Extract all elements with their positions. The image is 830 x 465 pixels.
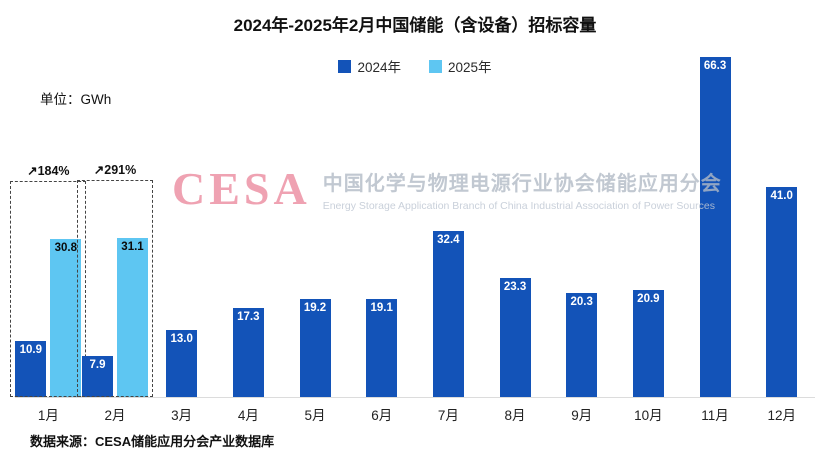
bar-series-0-month-12: 41.0 <box>766 187 798 397</box>
x-axis-label-month-4: 4月 <box>237 408 259 423</box>
bar-series-0-month-5: 19.2 <box>299 299 331 397</box>
bar-series-0-month-10: 20.9 <box>632 290 664 397</box>
bar-series-0-month-1: 10.9 <box>15 341 47 397</box>
bar-group-month-7: 32.4 <box>415 57 482 397</box>
bar-group-month-6: 19.1 <box>348 57 415 397</box>
legend: 2024年 2025年 <box>0 56 830 76</box>
bar-value-label: 7.9 <box>89 359 106 371</box>
bar-series-0-month-2: 7.9 <box>82 356 113 397</box>
unit-label: 单位：GWh <box>40 92 112 107</box>
bar-series-0-month-3: 13.0 <box>166 330 198 397</box>
data-source: 数据来源：CESA储能应用分会产业数据库 <box>30 434 275 449</box>
x-axis-label-month-2: 2月 <box>104 408 126 423</box>
bar-series-0-month-8: 23.3 <box>499 278 531 397</box>
x-axis-label-month-8: 8月 <box>504 408 526 423</box>
x-axis-label-month-6: 6月 <box>371 408 393 423</box>
bar-value-label: 17.3 <box>237 311 260 323</box>
legend-label: 2024年 <box>357 60 401 75</box>
legend-swatch <box>338 59 352 73</box>
bar-value-label: 20.9 <box>637 293 660 305</box>
legend-item-1: 2025年 <box>429 56 492 76</box>
x-axis-labels: 1月 2月 3月 4月 5月 6月 7月 8月 9月 10月 11月 12月 <box>15 397 815 424</box>
bar-series-0-month-11: 66.3 <box>699 57 731 397</box>
x-axis-label-month-9: 9月 <box>571 408 593 423</box>
x-axis-label-month-12: 12月 <box>767 408 796 423</box>
bar-value-label: 30.8 <box>54 242 78 254</box>
bar-group-month-1: 10.9 30.8 ↗184% <box>10 57 87 397</box>
bar-value-label: 41.0 <box>770 190 793 202</box>
bar-series-0-month-6: 19.1 <box>366 299 398 397</box>
growth-annotation-label: ↗184% <box>27 164 70 178</box>
bar-value-label: 31.1 <box>121 241 144 253</box>
bar-series-0-month-4: 17.3 <box>232 308 264 397</box>
bar-value-label: 10.9 <box>19 344 43 356</box>
x-axis-label-month-1: 1月 <box>37 408 59 423</box>
x-axis-label-month-3: 3月 <box>171 408 193 423</box>
bar-value-label: 19.1 <box>370 302 393 314</box>
bar-series-1-month-2: 31.1 <box>117 238 148 397</box>
bar-group-month-10: 20.9 <box>615 57 682 397</box>
bar-group-month-3: 13.0 <box>148 57 215 397</box>
legend-label: 2025年 <box>448 60 492 75</box>
legend-swatch <box>429 59 442 73</box>
x-axis-label-month-7: 7月 <box>437 408 459 423</box>
bar-value-label: 20.3 <box>570 296 593 308</box>
bar-group-month-4: 17.3 <box>215 57 282 397</box>
bar-series-0-month-9: 20.3 <box>566 293 598 397</box>
bar-group-month-5: 19.2 <box>282 57 349 397</box>
bar-value-label: 23.3 <box>503 281 527 293</box>
legend-item-0: 2024年 <box>338 56 401 76</box>
bar-value-label: 13.0 <box>170 333 193 345</box>
bar-group-month-2: 7.9 31.1 ↗291% <box>77 57 153 397</box>
bar-group-month-8: 23.3 <box>482 57 549 397</box>
x-axis-label-month-11: 11月 <box>701 408 729 423</box>
plot-area: 10.9 30.8 ↗184% 7.9 31.1 ↗291% 13.0 17.3 19.2 19.… <box>10 57 815 397</box>
bar-value-label: 19.2 <box>303 302 327 314</box>
x-axis-label-month-10: 10月 <box>634 408 663 423</box>
bar-group-month-9: 20.3 <box>548 57 615 397</box>
bar-group-month-11: 66.3 <box>682 57 749 397</box>
bar-group-month-12: 41.0 <box>748 57 815 397</box>
chart-title: 2024年-2025年2月中国储能（含设备）招标容量 <box>233 16 597 35</box>
bar-series-0-month-7: 32.4 <box>432 231 464 397</box>
bar-value-label: 32.4 <box>437 234 460 246</box>
bar-series-1-month-1: 30.8 <box>50 239 82 397</box>
x-axis-label-month-5: 5月 <box>304 408 326 423</box>
growth-annotation-label: ↗291% <box>93 163 137 177</box>
bar-value-label: 66.3 <box>703 60 727 72</box>
